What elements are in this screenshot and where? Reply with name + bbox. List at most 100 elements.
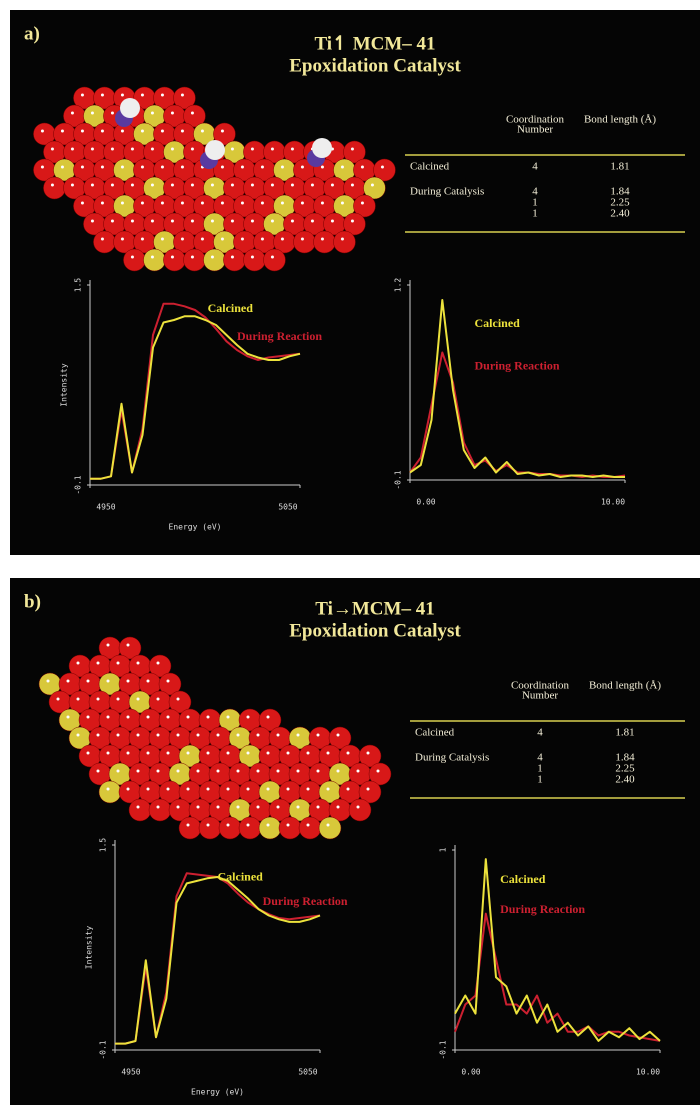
atom-highlight — [291, 148, 294, 151]
atom-highlight — [101, 238, 104, 241]
series-label: During Reaction — [237, 329, 322, 343]
coordination-number: 4 — [537, 727, 543, 739]
atom-highlight — [321, 238, 324, 241]
atom-highlight — [151, 256, 154, 259]
bond-length: 1.81 — [615, 727, 634, 739]
atom — [293, 231, 315, 253]
atom-highlight — [117, 662, 120, 665]
atom-highlight — [211, 220, 214, 223]
atom-highlight — [101, 202, 104, 205]
series-label: Calcined — [208, 301, 254, 315]
atom-highlight — [227, 716, 230, 719]
panel-subtitle: Epoxidation Catalyst — [289, 55, 461, 76]
atom-highlight — [237, 734, 240, 737]
atom-highlight — [291, 220, 294, 223]
coordination-number: 4 — [532, 161, 538, 173]
atom-highlight — [361, 166, 364, 169]
atom-highlight — [331, 184, 334, 187]
atom-highlight — [311, 220, 314, 223]
atom-highlight — [227, 788, 230, 791]
atom-highlight — [207, 824, 210, 827]
atom-highlight — [171, 184, 174, 187]
atom-highlight — [167, 716, 170, 719]
atom-highlight — [181, 130, 184, 133]
atom-highlight — [217, 806, 220, 809]
row-label: Calcined — [410, 161, 450, 173]
atom-highlight — [297, 770, 300, 773]
x-tick-label: 4950 — [96, 503, 115, 512]
atom-highlight — [327, 752, 330, 755]
oh-group — [205, 140, 225, 160]
atom — [279, 817, 301, 839]
atom-highlight — [231, 184, 234, 187]
atom-highlight — [157, 662, 160, 665]
atom-highlight — [137, 734, 140, 737]
series-label: Calcined — [500, 872, 546, 886]
atom-highlight — [81, 94, 84, 97]
atom — [313, 231, 335, 253]
atom — [43, 177, 65, 199]
atom-highlight — [97, 698, 100, 701]
atom-highlight — [277, 806, 280, 809]
atom-highlight — [287, 752, 290, 755]
atom-highlight — [137, 770, 140, 773]
atom-highlight — [337, 734, 340, 737]
atom-highlight — [127, 680, 130, 683]
atom-highlight — [371, 184, 374, 187]
atom-highlight — [51, 184, 54, 187]
atom-highlight — [97, 734, 100, 737]
atom-highlight — [141, 202, 144, 205]
atom-highlight — [147, 788, 150, 791]
y-tick-label: -0.1 — [439, 1040, 448, 1059]
atom-highlight — [227, 824, 230, 827]
atom-highlight — [117, 770, 120, 773]
atom-highlight — [97, 770, 100, 773]
atom-highlight — [201, 202, 204, 205]
atom-highlight — [301, 202, 304, 205]
atom-highlight — [197, 734, 200, 737]
atom-highlight — [317, 806, 320, 809]
atom-highlight — [187, 824, 190, 827]
atom-highlight — [351, 220, 354, 223]
atom-highlight — [221, 238, 224, 241]
atom-highlight — [191, 256, 194, 259]
atom — [319, 817, 341, 839]
atom-highlight — [61, 130, 64, 133]
atom-highlight — [121, 202, 124, 205]
atom — [243, 249, 265, 271]
panel-subtitle: Epoxidation Catalyst — [289, 620, 461, 641]
y-tick-label: 1.2 — [394, 278, 403, 293]
atom — [129, 799, 151, 821]
atom-highlight — [227, 752, 230, 755]
atom-highlight — [71, 148, 74, 151]
y-axis-label: Intensity — [60, 363, 69, 407]
atom-highlight — [187, 752, 190, 755]
atom-highlight — [151, 148, 154, 151]
atom-highlight — [257, 770, 260, 773]
atom-highlight — [347, 752, 350, 755]
x-axis-label: Energy (eV) — [169, 523, 222, 532]
atom-highlight — [241, 202, 244, 205]
atom-highlight — [351, 184, 354, 187]
atom-highlight — [171, 148, 174, 151]
atom-highlight — [67, 680, 70, 683]
bond-length: 2.40 — [615, 774, 635, 786]
atom-highlight — [141, 94, 144, 97]
atom-highlight — [337, 770, 340, 773]
atom-highlight — [51, 148, 54, 151]
atom-highlight — [167, 788, 170, 791]
atom-highlight — [197, 770, 200, 773]
atom-highlight — [191, 112, 194, 115]
atom-highlight — [287, 788, 290, 791]
atom-highlight — [211, 256, 214, 259]
atom — [179, 817, 201, 839]
atom-highlight — [267, 752, 270, 755]
atom-highlight — [351, 148, 354, 151]
atom-highlight — [167, 680, 170, 683]
atom-highlight — [101, 130, 104, 133]
table-header: Bond length (Å) — [584, 114, 656, 126]
atom — [149, 799, 171, 821]
atom-highlight — [267, 824, 270, 827]
atom-highlight — [121, 238, 124, 241]
row-label: Calcined — [415, 727, 455, 739]
